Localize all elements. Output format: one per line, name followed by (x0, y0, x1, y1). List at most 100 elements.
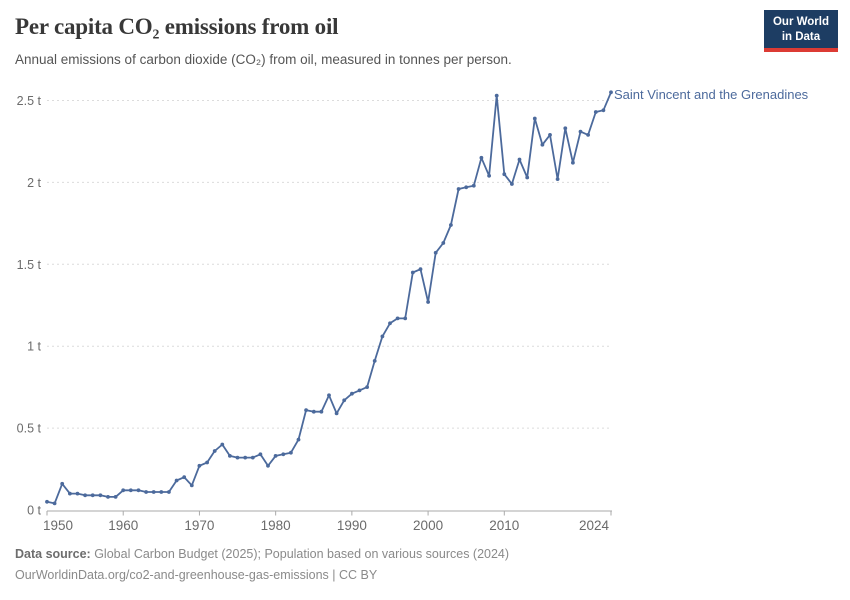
data-point (121, 488, 126, 493)
data-point (106, 495, 110, 499)
data-point (365, 385, 369, 389)
x-axis-tick-label: 2010 (489, 518, 519, 533)
data-point (479, 155, 484, 160)
data-point (75, 491, 80, 496)
data-point (289, 450, 293, 455)
data-point (510, 182, 514, 186)
data-point (441, 241, 446, 245)
data-point (128, 488, 133, 493)
data-point (136, 488, 141, 493)
data-point (609, 90, 613, 95)
data-point (540, 142, 545, 147)
y-axis-tick-label: 0.5 t (17, 422, 42, 436)
x-axis-tick-label: 1960 (108, 518, 138, 533)
citation-link-line[interactable]: OurWorldinData.org/co2-and-greenhouse-ga… (15, 568, 378, 582)
data-point (319, 409, 324, 414)
data-point (418, 267, 423, 272)
owid-logo[interactable]: Our World in Data (763, 10, 838, 52)
x-axis-tick-label: 1990 (337, 518, 367, 533)
data-point (464, 185, 469, 190)
data-point (449, 223, 453, 227)
data-point (334, 411, 339, 416)
data-point (593, 110, 598, 114)
data-point (327, 393, 331, 398)
x-axis-tick-label: 1970 (184, 518, 214, 533)
data-point (197, 463, 202, 468)
y-axis-tick-label: 2 t (27, 176, 41, 190)
data-point (601, 108, 606, 113)
data-point (304, 408, 308, 412)
data-point (350, 391, 354, 396)
data-point (167, 490, 171, 494)
data-point (52, 501, 57, 506)
data-point (357, 388, 362, 393)
data-source-text: Global Carbon Budget (2025); Population … (90, 547, 510, 561)
data-point (182, 475, 187, 480)
x-axis-tick-label: 1980 (261, 518, 291, 533)
data-point (487, 173, 491, 178)
y-axis-tick-label: 1.5 t (17, 258, 42, 272)
data-source-line: Data source: Global Carbon Budget (2025)… (15, 544, 509, 565)
data-point (205, 460, 210, 465)
chart-title: Per capita CO₂ emissions from oil (15, 14, 339, 39)
data-point (494, 93, 499, 98)
data-point (159, 490, 164, 494)
data-point (212, 449, 217, 453)
chart-subtitle: Annual emissions of carbon dioxide (CO₂)… (15, 52, 512, 67)
data-point (380, 334, 385, 339)
data-point (502, 172, 507, 177)
data-point (266, 463, 270, 468)
data-point (151, 490, 156, 494)
data-point (395, 316, 400, 321)
data-point (296, 437, 301, 442)
data-point (60, 481, 65, 486)
data-point (174, 478, 179, 483)
data-source-label: Data source: (15, 547, 91, 561)
x-axis-tick-label: 2024 (579, 518, 610, 533)
data-point (578, 129, 583, 134)
data-point (68, 491, 72, 496)
data-point (388, 321, 392, 326)
data-point (228, 454, 232, 458)
data-point (403, 316, 408, 321)
data-point (525, 175, 530, 180)
data-point (372, 359, 377, 363)
data-point (517, 157, 522, 162)
data-point (45, 499, 49, 504)
data-point (433, 250, 438, 255)
data-point (281, 452, 286, 457)
series-entity-label[interactable]: Saint Vincent and the Grenadines (614, 87, 809, 102)
data-point (113, 495, 118, 499)
data-point (98, 493, 103, 498)
data-point (456, 187, 461, 191)
data-point (90, 493, 95, 498)
x-axis-tick-label: 1950 (43, 518, 73, 533)
data-point (273, 454, 278, 458)
data-point (243, 455, 248, 460)
owid-logo-line2: in Data (781, 30, 821, 43)
data-point (571, 160, 575, 165)
data-point (144, 490, 149, 494)
data-point (235, 455, 240, 460)
data-point (250, 455, 255, 460)
data-point (555, 177, 560, 182)
data-point (586, 133, 590, 137)
data-point (563, 126, 568, 131)
data-point (258, 452, 263, 457)
owid-logo-line1: Our World (772, 16, 829, 28)
data-point (471, 183, 476, 188)
data-point (342, 398, 347, 403)
data-point (220, 442, 225, 447)
x-axis-tick-label: 2000 (413, 518, 443, 533)
data-point (189, 483, 194, 488)
data-line (46, 91, 612, 505)
chart-footer: Data source: Global Carbon Budget (2025)… (15, 544, 509, 586)
data-point (83, 493, 87, 498)
data-point (548, 133, 552, 137)
data-point (426, 300, 430, 304)
data-point (311, 409, 316, 414)
y-axis-tick-label: 0 t (27, 504, 41, 518)
y-axis-tick-label: 1 t (27, 340, 41, 354)
